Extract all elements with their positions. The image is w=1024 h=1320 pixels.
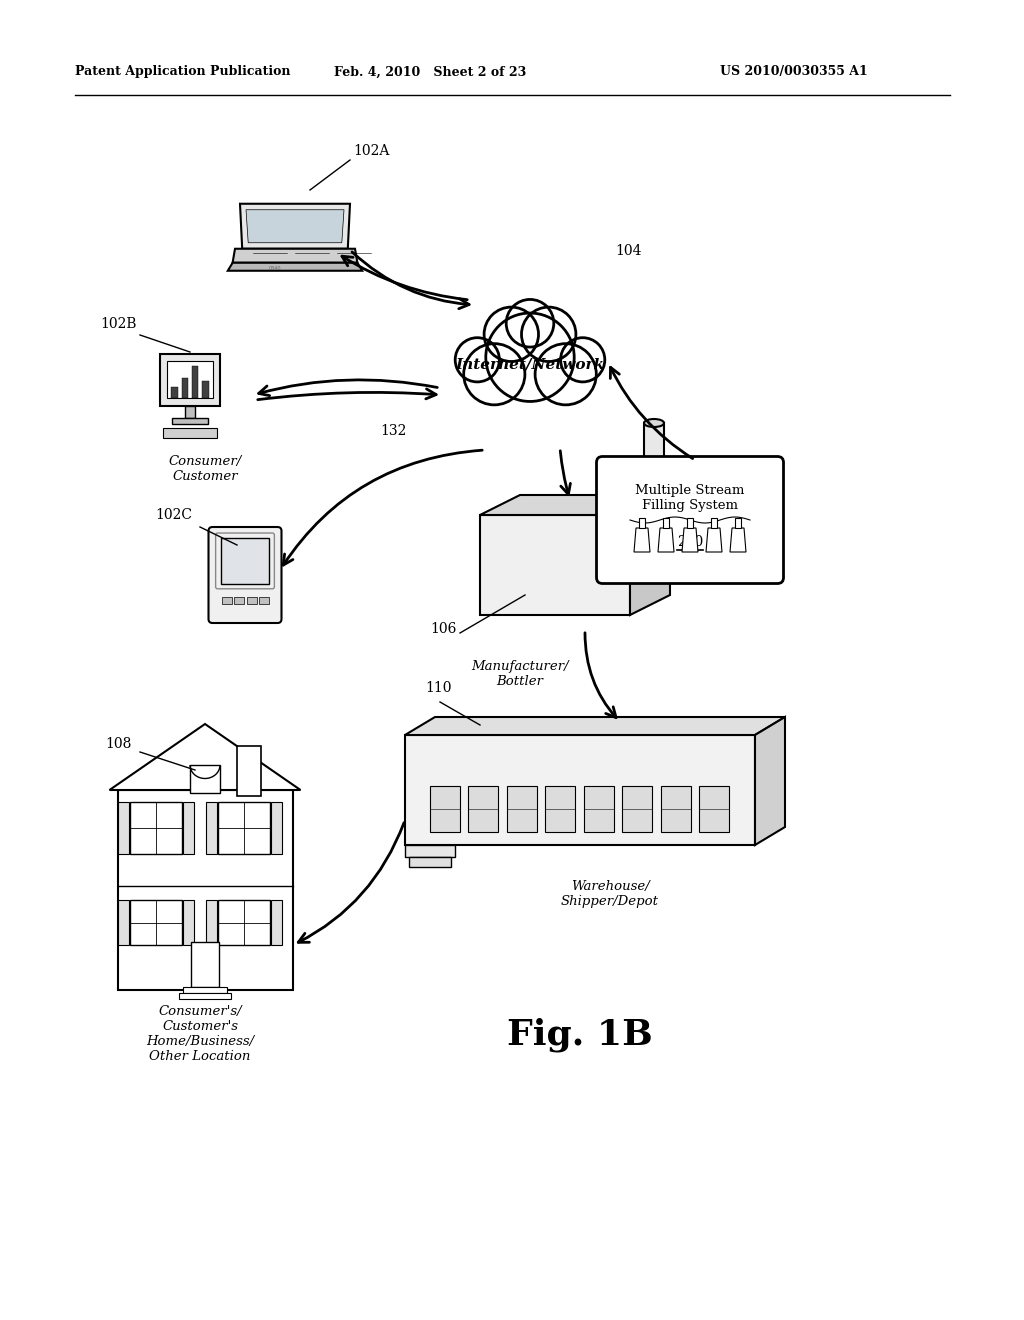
Bar [183,987,227,993]
Bar [259,598,269,605]
Polygon shape [240,203,350,248]
Bar [735,517,741,528]
Text: 200: 200 [677,535,703,549]
FancyBboxPatch shape [597,457,783,583]
Text: Feb. 4, 2010   Sheet 2 of 23: Feb. 4, 2010 Sheet 2 of 23 [334,66,526,78]
Polygon shape [232,248,357,263]
Bar [191,942,219,987]
Bar [270,900,282,945]
Polygon shape [658,528,674,552]
Bar [118,803,129,854]
Bar [118,789,293,990]
Bar [406,845,455,857]
Text: Internet/Network: Internet/Network [456,358,604,372]
Text: 102C: 102C [155,508,193,521]
Bar [191,367,199,399]
Polygon shape [630,495,670,615]
Bar [222,598,231,605]
Bar [118,900,129,945]
Bar [237,746,261,796]
Polygon shape [406,717,785,735]
Polygon shape [227,263,362,271]
Bar [183,900,194,945]
Bar [217,803,269,854]
Bar [584,785,613,832]
Text: Consumer's/
Customer's
Home/Business/
Other Location: Consumer's/ Customer's Home/Business/ Ot… [146,1005,254,1063]
Polygon shape [634,528,650,552]
Bar [270,803,282,854]
Bar [181,378,188,399]
Text: Multiple Stream
Filling System: Multiple Stream Filling System [635,484,744,512]
FancyBboxPatch shape [209,527,282,623]
Bar [130,803,182,854]
Polygon shape [755,717,785,845]
Text: 0340: 0340 [268,267,282,271]
Bar [171,387,178,399]
Text: US 2010/0030355 A1: US 2010/0030355 A1 [720,66,867,78]
Bar [167,360,213,399]
Text: 110: 110 [425,681,452,696]
Bar [468,785,498,832]
Text: Fig. 1B: Fig. 1B [507,1018,653,1052]
Bar [206,900,216,945]
Bar [202,380,209,399]
Polygon shape [246,210,344,243]
Text: Patent Application Publication: Patent Application Publication [75,66,291,78]
Circle shape [536,343,596,405]
Bar [217,900,269,945]
Polygon shape [110,723,300,789]
Bar [185,405,195,417]
Bar [507,785,537,832]
Bar [160,354,220,405]
Bar [247,598,256,605]
Ellipse shape [644,418,664,426]
Circle shape [456,338,500,381]
Circle shape [506,300,554,347]
Bar [183,803,194,854]
Bar [179,993,231,999]
Bar [163,428,217,438]
Circle shape [521,308,575,362]
Bar [660,785,690,832]
Bar [711,517,717,528]
Text: 104: 104 [615,244,641,257]
Text: 132: 132 [380,424,407,438]
Bar [234,598,244,605]
Bar [130,900,182,945]
Polygon shape [706,528,722,552]
Bar [409,857,451,867]
Circle shape [560,338,605,381]
Polygon shape [730,528,746,552]
Bar [545,785,575,832]
Bar [687,517,693,528]
Text: 102A: 102A [353,144,389,158]
Bar [220,539,269,583]
Polygon shape [480,495,670,515]
Text: Consumer/
Customer: Consumer/ Customer [168,455,242,483]
Text: 106: 106 [430,622,457,636]
Polygon shape [682,528,698,552]
Polygon shape [480,515,630,615]
Text: 108: 108 [105,737,131,751]
Bar [639,517,645,528]
Bar [172,417,208,424]
Bar [406,735,755,845]
Bar [644,422,664,503]
Circle shape [485,313,574,401]
Circle shape [464,343,525,405]
Bar [429,785,460,832]
Bar [190,766,220,793]
Text: Manufacturer/
Bottler: Manufacturer/ Bottler [471,660,568,688]
Bar [622,785,652,832]
Circle shape [484,308,539,362]
Bar [206,803,216,854]
Bar [663,517,669,528]
Text: Warehouse/
Shipper/Depot: Warehouse/ Shipper/Depot [561,880,659,908]
Text: 102B: 102B [100,317,136,331]
Bar [699,785,729,832]
